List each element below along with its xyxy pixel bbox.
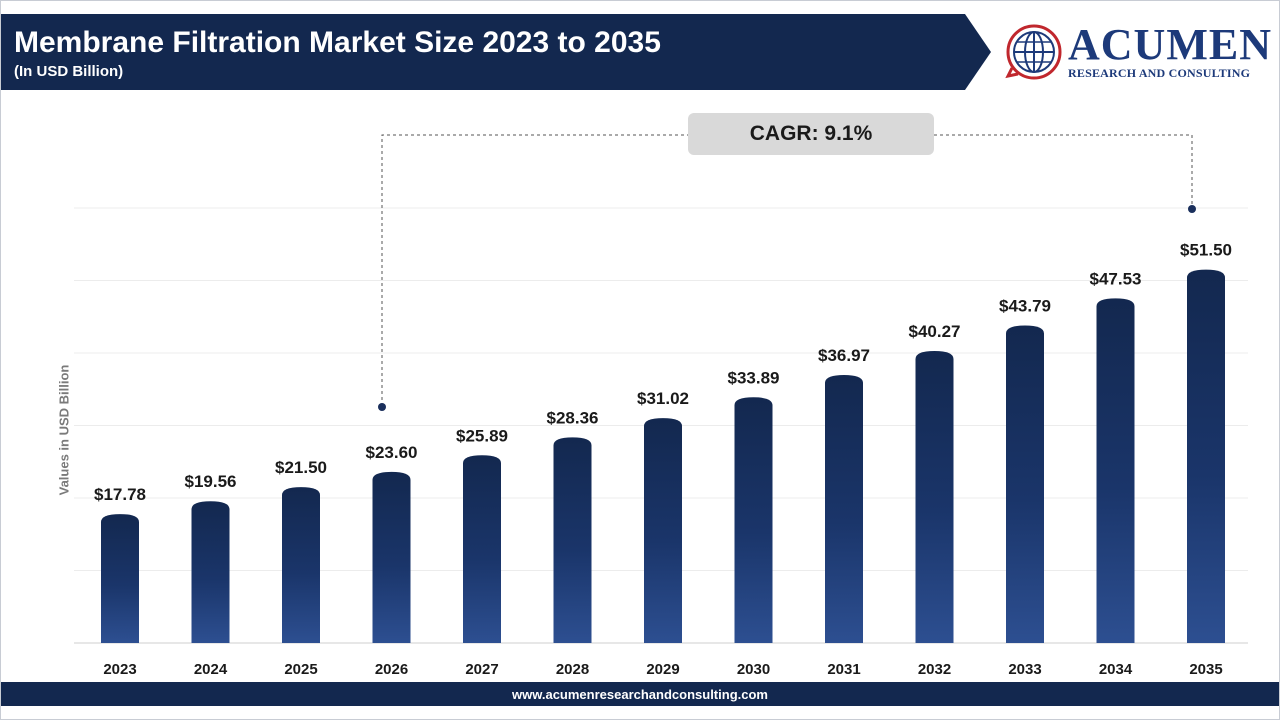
bar-2034 — [1096, 298, 1135, 643]
data-label-2023: $17.78 — [94, 485, 146, 504]
data-label-2028: $28.36 — [547, 408, 599, 427]
x-tick-2027: 2027 — [465, 661, 498, 678]
data-label-2029: $31.02 — [637, 389, 689, 408]
data-label-2026: $23.60 — [366, 443, 418, 462]
data-label-2034: $47.53 — [1090, 269, 1142, 288]
cagr-end-dot — [1188, 205, 1196, 213]
footer-url[interactable]: www.acumenresearchandconsulting.com — [512, 686, 768, 702]
data-label-2024: $19.56 — [185, 472, 237, 491]
bar-2033 — [1006, 325, 1044, 643]
data-label-2031: $36.97 — [818, 346, 870, 365]
data-label-2033: $43.79 — [999, 297, 1051, 316]
x-tick-2026: 2026 — [375, 661, 408, 678]
bar-2031 — [825, 374, 863, 643]
bar-2032 — [915, 351, 954, 643]
data-label-2027: $25.89 — [456, 426, 508, 445]
bar-2030 — [734, 397, 773, 643]
data-label-2030: $33.89 — [728, 368, 780, 387]
x-tick-2035: 2035 — [1189, 661, 1222, 678]
bar-2028 — [553, 437, 592, 643]
bar-2027 — [463, 455, 501, 643]
cagr-start-dot — [378, 403, 386, 411]
bar-2035 — [1187, 269, 1225, 643]
bar-2025 — [282, 487, 320, 643]
bar-2024 — [191, 501, 230, 643]
x-tick-2033: 2033 — [1008, 661, 1041, 678]
data-label-2035: $51.50 — [1180, 241, 1232, 260]
acumen-logo: ACUMEN RESEARCH AND CONSULTING — [1004, 20, 1271, 84]
x-tick-2030: 2030 — [737, 661, 770, 678]
logo-tagline: RESEARCH AND CONSULTING — [1068, 66, 1251, 80]
title-banner — [1, 14, 991, 90]
data-label-2025: $21.50 — [275, 458, 327, 477]
data-label-2032: $40.27 — [909, 322, 961, 341]
x-tick-2029: 2029 — [646, 661, 679, 678]
bar-2029 — [644, 418, 682, 643]
chart-subtitle: (In USD Billion) — [14, 63, 124, 80]
x-tick-2025: 2025 — [284, 661, 317, 678]
x-tick-2031: 2031 — [827, 661, 860, 678]
footer-bar: www.acumenresearchandconsulting.com — [1, 682, 1279, 706]
logo-name: ACUMEN — [1068, 20, 1272, 69]
bar-2023 — [101, 514, 139, 643]
x-tick-2024: 2024 — [194, 661, 228, 678]
x-tick-2023: 2023 — [103, 661, 136, 678]
bar-2026 — [372, 471, 411, 643]
cagr-connector — [381, 134, 1193, 406]
chart-title: Membrane Filtration Market Size 2023 to … — [14, 26, 661, 59]
globe-icon — [1005, 24, 1062, 80]
y-axis-label: Values in USD Billion — [56, 364, 72, 496]
x-tick-2032: 2032 — [918, 661, 951, 678]
cagr-annotation: CAGR: 9.1% — [688, 113, 934, 155]
x-tick-2028: 2028 — [556, 661, 589, 678]
x-tick-2034: 2034 — [1099, 661, 1133, 678]
